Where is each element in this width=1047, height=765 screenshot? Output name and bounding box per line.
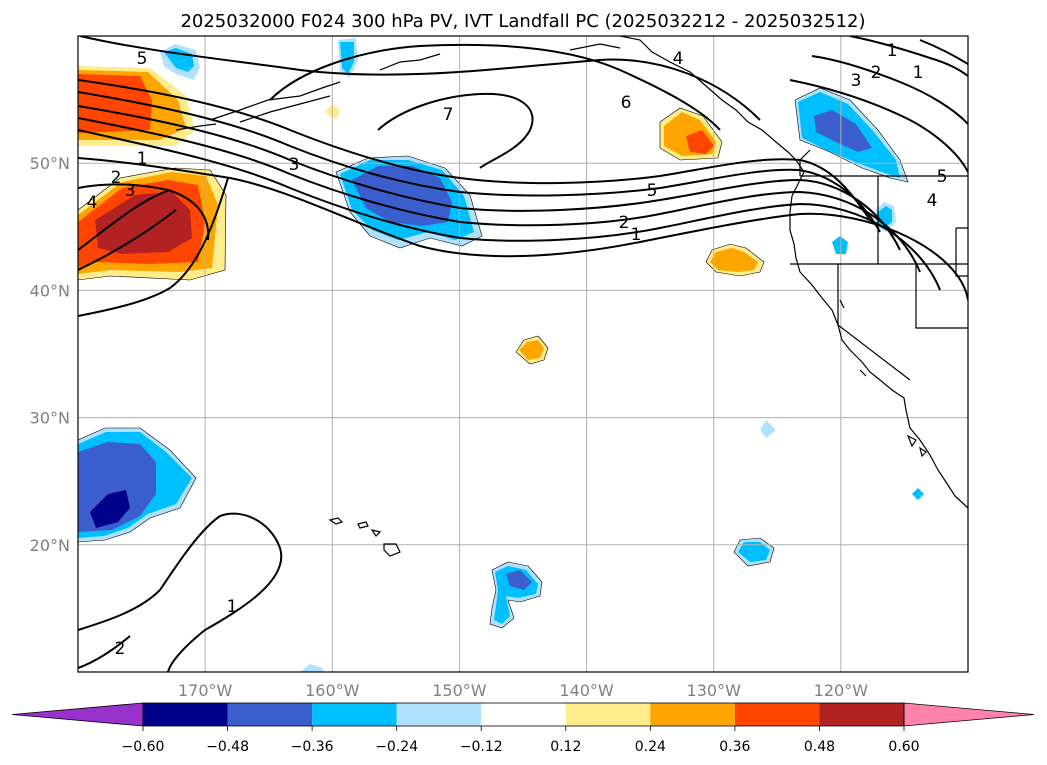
longitude-label: 170°W xyxy=(178,681,233,700)
colorbar-bin xyxy=(650,703,735,726)
pv-label: 3 xyxy=(125,181,136,201)
pv-label: 1 xyxy=(913,63,924,83)
colorbar-bin xyxy=(734,703,820,726)
pv-label: 6 xyxy=(621,93,632,113)
graticule xyxy=(78,36,968,672)
colorbar-frame xyxy=(142,702,905,727)
pv-label: 5 xyxy=(647,181,658,201)
colorbar-tick-label: −0.24 xyxy=(375,739,418,755)
ivt-positive-anomaly xyxy=(78,66,764,364)
pv-label: 4 xyxy=(87,193,98,213)
map-frame xyxy=(77,35,969,673)
longitude-label: 120°W xyxy=(814,681,869,700)
latitude-label: 50°N xyxy=(30,154,70,173)
pv-label: 2 xyxy=(115,639,126,659)
pv-label: 2 xyxy=(111,168,122,188)
latitude-labels: 20°N 30°N 40°N 50°N xyxy=(30,154,70,555)
colorbar-tick-label: 0.60 xyxy=(888,739,919,755)
colorbar-extend-high xyxy=(903,702,1035,727)
colorbar-bin xyxy=(565,703,651,726)
colorbar-tick-label: 0.12 xyxy=(550,739,581,755)
latitude-label: 20°N xyxy=(30,536,70,555)
longitude-label: 160°W xyxy=(305,681,360,700)
colorbar-tick-label: 0.36 xyxy=(719,739,750,755)
longitude-label: 130°W xyxy=(687,681,742,700)
pv-label: 1 xyxy=(227,597,238,617)
colorbar-tick-label: −0.12 xyxy=(460,739,503,755)
colorbar-extend-low xyxy=(11,702,144,727)
pv-label: 1 xyxy=(631,225,642,245)
colorbar-bin xyxy=(143,703,228,726)
pv-label: 5 xyxy=(937,167,948,187)
map-title: 2025032000 F024 300 hPa PV, IVT Landfall… xyxy=(180,11,865,32)
pv-label: 4 xyxy=(927,191,938,211)
colorbar-tick-label: −0.60 xyxy=(122,739,165,755)
longitude-labels: 170°W 160°W 150°W 140°W 130°W 120°W xyxy=(178,681,868,700)
colorbar: −0.60 −0.48 −0.36 −0.24 −0.12 0.12 0.24 0.36 0.4… xyxy=(11,702,1035,755)
latitude-label: 40°N xyxy=(30,281,70,300)
pv-label: 4 xyxy=(673,49,684,69)
colorbar-bin xyxy=(819,703,904,726)
pv-label: 5 xyxy=(137,49,148,69)
pv-label: 1 xyxy=(137,149,148,169)
pv-label: 2 xyxy=(871,63,882,83)
pv-label: 1 xyxy=(887,41,898,61)
colorbar-tick-label: 0.24 xyxy=(635,739,666,755)
colorbar-bin xyxy=(312,703,397,726)
colorbar-tick-label: 0.48 xyxy=(804,739,835,755)
latitude-label: 30°N xyxy=(30,409,70,428)
pv-contours xyxy=(78,36,968,672)
anomaly-outlines xyxy=(78,87,909,629)
colorbar-tick-label: −0.36 xyxy=(291,739,334,755)
longitude-label: 140°W xyxy=(559,681,614,700)
pv-label: 3 xyxy=(851,71,862,91)
colorbar-tick-label: −0.48 xyxy=(206,739,249,755)
colorbar-bin xyxy=(481,703,566,726)
pv-label: 7 xyxy=(443,105,454,125)
map-panel: 5 1 2 3 4 3 7 6 5 2 1 4 1 2 3 1 4 5 1 2 xyxy=(78,36,968,672)
colorbar-bin xyxy=(227,703,313,726)
pv-contour-labels: 5 1 2 3 4 3 7 6 5 2 1 4 1 2 3 1 4 5 1 2 xyxy=(87,41,948,659)
colorbar-bin xyxy=(396,703,482,726)
longitude-label: 150°W xyxy=(432,681,487,700)
pv-label: 3 xyxy=(289,155,300,175)
pv-label: 2 xyxy=(619,213,630,233)
